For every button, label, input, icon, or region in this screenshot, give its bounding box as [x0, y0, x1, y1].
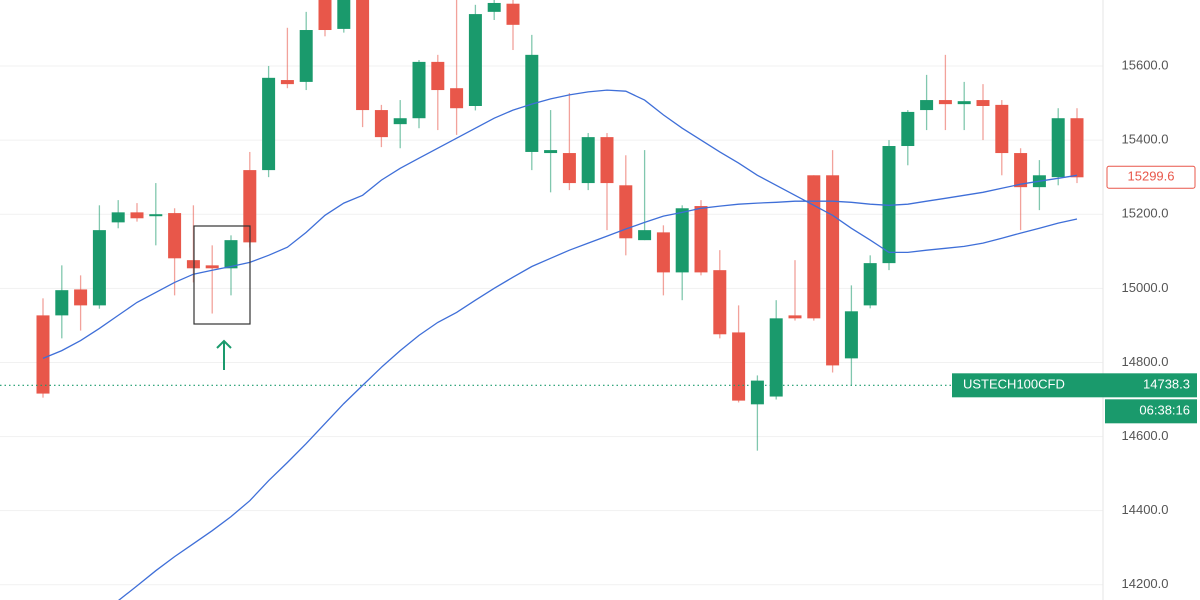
candle-body — [224, 240, 238, 269]
candle-body — [882, 146, 896, 264]
candle-body — [807, 175, 821, 319]
y-tick-label: 15600.0 — [1122, 57, 1169, 72]
candle-body — [675, 208, 689, 273]
candle-body — [468, 14, 482, 106]
candle-body — [55, 290, 69, 316]
candle-body — [562, 153, 576, 184]
candle-body — [243, 170, 257, 243]
candle-body — [487, 2, 501, 12]
moving-average-line — [42, 89, 1078, 360]
candle-body — [130, 212, 144, 219]
y-tick-label: 15200.0 — [1122, 206, 1169, 221]
candle-body — [205, 265, 219, 269]
candle-body — [619, 185, 633, 239]
candle-body — [976, 100, 990, 106]
candle-body — [393, 118, 407, 125]
candle-body — [149, 214, 163, 217]
candle-body — [901, 111, 915, 147]
candle-body — [450, 88, 464, 109]
arrow-up — [216, 339, 232, 370]
candle-body — [111, 212, 125, 223]
candle-body — [920, 100, 934, 111]
candle-body — [1070, 118, 1084, 178]
y-tick-label: 14600.0 — [1122, 428, 1169, 443]
candle-body — [168, 213, 182, 259]
y-tick-label: 15000.0 — [1122, 280, 1169, 295]
y-tick-label: 14800.0 — [1122, 354, 1169, 369]
candle-body — [957, 101, 971, 105]
countdown-label: 06:38:16 — [1139, 403, 1190, 418]
candle-body — [431, 61, 445, 91]
candle-body — [788, 315, 802, 319]
candle-body — [506, 3, 520, 25]
candle-body — [36, 315, 50, 394]
last-price-badge — [1106, 165, 1196, 189]
candle-body — [656, 232, 670, 273]
grid — [0, 65, 1103, 586]
candle-body — [92, 230, 106, 306]
candle-body — [186, 260, 200, 269]
candle-body — [74, 289, 88, 306]
countdown-badge — [1105, 399, 1197, 424]
candle-body — [1014, 153, 1028, 188]
candle-body — [356, 0, 370, 111]
overlay — [193, 225, 251, 370]
y-axis: 14200.0 14400.0 14600.0 14800.0 15000.0 15200… — [952, 57, 1197, 591]
candle-body — [694, 206, 708, 273]
candle-body — [844, 311, 858, 359]
candle-body — [995, 104, 1009, 154]
moving-average-line — [118, 174, 1078, 600]
candle-body — [938, 100, 952, 105]
last-price-label: 15299.6 — [1128, 169, 1175, 184]
candle-body — [863, 263, 877, 306]
candle-body — [318, 0, 332, 31]
candle-body — [769, 318, 783, 397]
plot-area — [0, 0, 1103, 600]
current-price-label: 14738.3 — [1143, 377, 1190, 392]
candle-body — [544, 150, 558, 154]
highlight-box — [193, 225, 251, 325]
candle-body — [826, 175, 840, 366]
candle-body — [374, 110, 388, 138]
symbol-badge — [952, 373, 1197, 398]
candle-body — [280, 80, 294, 85]
candle-body — [299, 30, 313, 82]
symbol-label: USTECH100CFD — [963, 377, 1065, 392]
candle-body — [525, 54, 539, 152]
candle-body — [1051, 118, 1065, 178]
candle-body — [412, 61, 426, 119]
candle-body — [713, 270, 727, 335]
y-tick-label: 15400.0 — [1122, 132, 1169, 147]
candle-body — [600, 137, 614, 184]
candle-body — [581, 137, 595, 184]
y-tick-label: 14400.0 — [1122, 502, 1169, 517]
candle-body — [337, 0, 351, 29]
candle-body — [732, 332, 746, 401]
candle-body — [750, 380, 764, 405]
candle-body — [262, 77, 276, 171]
candle-body — [638, 230, 652, 241]
y-tick-label: 14200.0 — [1122, 576, 1169, 591]
